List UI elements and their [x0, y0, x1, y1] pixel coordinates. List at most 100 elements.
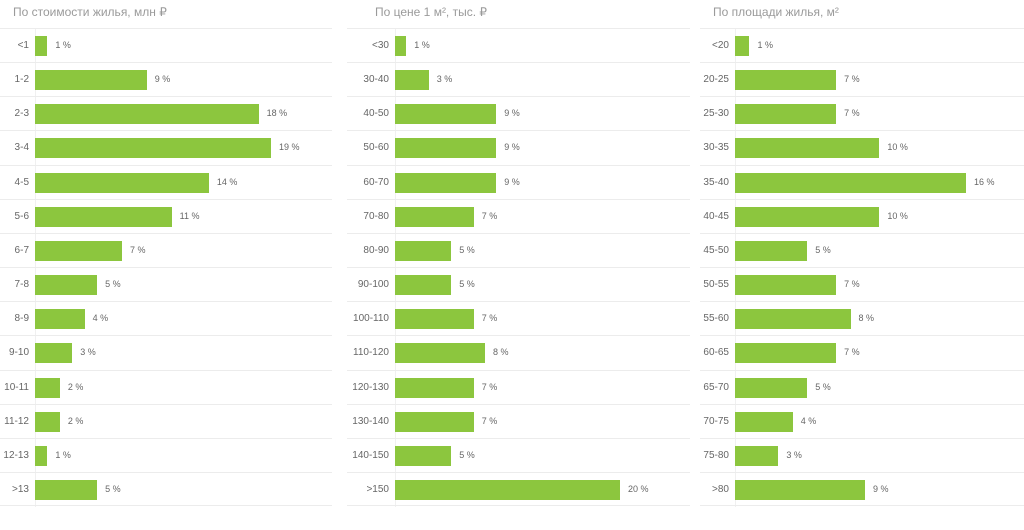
bar [735, 377, 808, 398]
value-label: 8 % [493, 347, 509, 358]
value-label: 1 % [55, 40, 71, 50]
bar [395, 445, 452, 466]
bar [395, 343, 485, 364]
value-label: 7 % [844, 347, 860, 358]
category-label: 100-110 [353, 313, 389, 325]
bar-row: 4-5 14 % [0, 164, 332, 199]
value-label: 7 % [481, 381, 498, 392]
bar [395, 479, 620, 500]
category-label: 70-80 [363, 210, 389, 222]
value-label: 20 % [628, 483, 649, 494]
category-label: 50-60 [363, 142, 389, 154]
bar-row: 65-70 5 % [700, 369, 1024, 404]
bar-row: 12-13 1 % [0, 437, 332, 472]
bar [395, 411, 474, 432]
value-label: 9 % [504, 142, 520, 153]
value-label: 10 % [887, 142, 908, 153]
category-label: <20 [712, 40, 729, 51]
category-label: 8-9 [14, 313, 29, 325]
value-label: 7 % [129, 244, 146, 255]
bar-row: 9-10 3 % [0, 335, 332, 369]
category-label: 1-2 [14, 74, 29, 86]
bar [735, 206, 880, 227]
bar-row: 70-75 4 % [700, 403, 1024, 438]
bar-row: 110-120 8 % [347, 335, 690, 369]
bar-row: 30-35 10 % [700, 130, 1024, 164]
bar [395, 377, 474, 398]
value-label: 3 % [786, 449, 802, 460]
bar-row: <30 1 % [347, 28, 690, 62]
value-label: 5 % [105, 279, 121, 290]
category-label: 60-65 [703, 347, 729, 359]
category-label: 11-12 [4, 415, 29, 427]
value-label: 7 % [481, 415, 498, 426]
bar [735, 138, 880, 159]
value-label: 7 % [844, 279, 860, 290]
category-label: <30 [372, 40, 389, 51]
bar-row: 75-80 3 % [700, 437, 1024, 472]
value-label: 18 % [266, 108, 288, 119]
bar [35, 445, 48, 466]
bar [35, 377, 60, 398]
value-label: 2 % [67, 415, 84, 426]
value-label: 16 % [974, 176, 995, 187]
bar [735, 104, 837, 125]
bar-row: 80-90 5 % [347, 232, 690, 267]
bar-row: 45-50 5 % [700, 232, 1024, 267]
category-label: >80 [712, 483, 729, 495]
value-label: 9 % [504, 176, 520, 187]
bar-row: 35-40 16 % [700, 164, 1024, 199]
value-label: 8 % [858, 313, 875, 324]
bar [395, 206, 474, 227]
bar [395, 240, 452, 261]
bar [735, 172, 966, 193]
value-label: 10 % [887, 210, 908, 221]
bar-row: 20-25 7 % [700, 62, 1024, 96]
bar [395, 36, 407, 56]
bar [35, 104, 259, 125]
bar-row: >13 5 % [0, 471, 332, 506]
bar-row: 90-100 5 % [347, 267, 690, 301]
category-label: 70-75 [703, 415, 729, 427]
category-label: <1 [17, 40, 29, 51]
value-label: 5 % [459, 279, 475, 290]
chart-title: По стоимости жилья, млн ₽ [13, 5, 167, 19]
bar [735, 70, 837, 91]
value-label: 4 % [92, 313, 109, 324]
category-label: 75-80 [703, 449, 729, 461]
bar-row: 6-7 7 % [0, 232, 332, 267]
bar [35, 138, 271, 159]
category-label: 40-50 [363, 108, 389, 120]
bar [35, 343, 73, 364]
category-label: 7-8 [14, 279, 29, 291]
value-label: 3 % [436, 74, 453, 85]
bar [735, 36, 750, 56]
bar [395, 275, 452, 296]
bar [35, 70, 147, 91]
value-label: 7 % [481, 210, 498, 221]
bar [735, 411, 793, 432]
value-label: 7 % [844, 108, 860, 119]
bar-row: 30-40 3 % [347, 62, 690, 96]
bar [395, 138, 497, 159]
bar-row: 55-60 8 % [700, 301, 1024, 335]
value-label: 7 % [481, 313, 498, 324]
category-label: 55-60 [703, 313, 729, 325]
bar [35, 36, 48, 56]
value-label: 1 % [414, 40, 430, 50]
category-label: 120-130 [352, 381, 389, 393]
bar-row: 60-65 7 % [700, 335, 1024, 369]
category-label: 2-3 [14, 108, 29, 120]
bar-row: 40-50 9 % [347, 96, 690, 130]
bar [395, 70, 429, 91]
value-label: 7 % [844, 74, 860, 85]
category-label: 35-40 [703, 176, 729, 188]
bar [35, 411, 60, 432]
bar-row: 60-70 9 % [347, 164, 690, 199]
category-label: 4-5 [14, 176, 29, 188]
bar-row: 11-12 2 % [0, 403, 332, 438]
chart-title: По цене 1 м², тыс. ₽ [375, 5, 488, 19]
bar [35, 309, 85, 330]
bar [735, 479, 865, 500]
bar-row: 2-3 18 % [0, 96, 332, 130]
